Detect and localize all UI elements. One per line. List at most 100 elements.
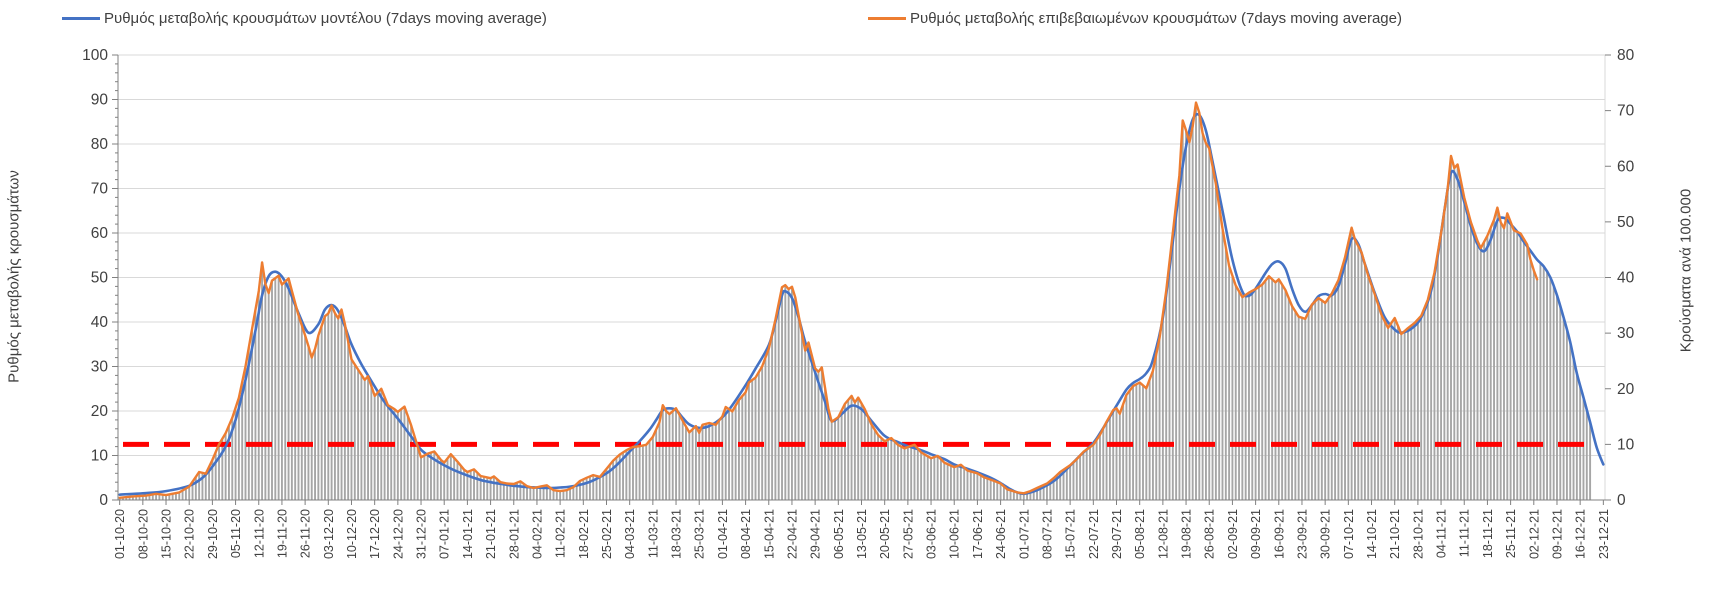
daily-bar xyxy=(449,454,452,500)
daily-bar xyxy=(880,438,883,500)
daily-bar xyxy=(1267,276,1270,500)
daily-bar xyxy=(218,444,220,501)
daily-bar xyxy=(1062,469,1065,500)
tick-labels: 0 10 20 30 40 50 60 70 80 90 100 0 10 20 30 40 50 60 70 80 0… xyxy=(82,47,1634,559)
daily-bar xyxy=(535,487,538,500)
daily-bar xyxy=(353,364,356,500)
daily-bar xyxy=(1390,322,1393,500)
daily-bar xyxy=(840,410,843,500)
daily-bar xyxy=(1274,282,1277,500)
daily-bar xyxy=(1559,306,1562,500)
daily-bar xyxy=(516,482,519,500)
daily-bar xyxy=(204,473,207,500)
daily-bar xyxy=(943,462,946,500)
x-axis-tick-label: 24-12-20 xyxy=(391,509,405,559)
daily-bar xyxy=(1380,314,1383,500)
daily-bar xyxy=(585,477,588,500)
daily-bar xyxy=(264,284,267,500)
x-axis-tick-label: 25-02-21 xyxy=(600,509,614,559)
right-axis-tick-label: 80 xyxy=(1617,47,1635,64)
daily-bar xyxy=(800,333,803,501)
daily-bar xyxy=(993,480,995,500)
daily-bar xyxy=(287,278,290,500)
daily-bar xyxy=(777,303,780,500)
x-axis-tick-label: 30-09-21 xyxy=(1319,509,1333,559)
daily-bar xyxy=(463,469,466,500)
daily-bar xyxy=(1099,435,1101,500)
daily-bar xyxy=(1407,328,1409,500)
daily-bar xyxy=(1420,315,1423,500)
daily-bar xyxy=(930,458,932,500)
daily-bar xyxy=(1459,180,1462,500)
daily-bar xyxy=(330,305,333,500)
daily-bar xyxy=(333,313,336,500)
x-axis-tick-label: 21-01-21 xyxy=(484,509,498,559)
daily-bar xyxy=(1082,451,1085,500)
x-axis-tick-label: 05-08-21 xyxy=(1133,509,1147,559)
daily-bar xyxy=(718,420,721,500)
daily-bar xyxy=(1354,239,1356,500)
x-axis-tick-label: 03-12-20 xyxy=(322,509,336,559)
daily-bar xyxy=(1357,246,1360,500)
daily-bar xyxy=(920,452,923,500)
daily-bar xyxy=(141,495,144,500)
daily-bar xyxy=(678,414,681,500)
daily-bar xyxy=(572,487,575,500)
daily-bar xyxy=(360,374,363,500)
x-axis-tick-label: 17-06-21 xyxy=(971,509,985,559)
daily-bar xyxy=(1178,175,1181,500)
daily-bar xyxy=(1257,286,1260,500)
daily-bar xyxy=(787,289,790,500)
daily-bar xyxy=(747,382,750,500)
daily-bar xyxy=(618,454,621,500)
daily-bar xyxy=(400,409,403,500)
x-axis-tick-label: 06-05-21 xyxy=(832,509,846,559)
daily-bar xyxy=(923,454,926,500)
daily-bar xyxy=(1320,300,1323,500)
daily-bar xyxy=(976,473,979,500)
daily-bar xyxy=(1046,483,1048,500)
daily-bar xyxy=(337,318,340,500)
daily-bar xyxy=(628,448,631,500)
daily-bar xyxy=(552,490,555,500)
daily-bar xyxy=(386,405,389,500)
daily-bar xyxy=(439,459,442,500)
daily-bar xyxy=(1135,384,1138,500)
daily-bar xyxy=(804,350,807,500)
daily-bar xyxy=(1168,261,1171,500)
daily-bar xyxy=(1562,317,1565,500)
right-axis-tick-label: 20 xyxy=(1617,381,1635,398)
daily-bar xyxy=(1181,120,1184,501)
daily-bar xyxy=(738,399,740,501)
daily-bar xyxy=(383,396,386,500)
daily-bar xyxy=(1529,259,1532,500)
daily-bar xyxy=(158,494,161,500)
x-axis-tick-label: 23-12-21 xyxy=(1597,509,1611,559)
daily-bar xyxy=(602,472,605,500)
daily-bar xyxy=(1552,286,1555,500)
daily-bar xyxy=(612,460,615,500)
x-axis-tick-label: 19-08-21 xyxy=(1180,509,1194,559)
daily-bar xyxy=(1483,241,1486,500)
daily-bar xyxy=(1436,253,1439,500)
daily-bar xyxy=(916,448,919,500)
daily-bar xyxy=(489,478,492,500)
daily-bar xyxy=(184,488,187,500)
left-axis-tick-label: 50 xyxy=(91,270,109,287)
daily-bar xyxy=(767,348,770,500)
daily-bar xyxy=(1489,227,1492,500)
daily-bar xyxy=(1002,486,1005,500)
daily-bar xyxy=(453,457,456,500)
daily-bar xyxy=(877,435,880,500)
x-axis-tick-label: 23-09-21 xyxy=(1296,509,1310,559)
x-axis-tick-label: 19-11-20 xyxy=(275,509,289,558)
daily-bar xyxy=(661,405,664,500)
x-axis-tick-label: 16-09-21 xyxy=(1272,509,1286,559)
daily-bar xyxy=(211,459,214,500)
daily-bar xyxy=(860,403,863,500)
daily-bar xyxy=(671,411,674,500)
x-axis-tick-label: 01-07-21 xyxy=(1017,509,1031,559)
daily-bar xyxy=(426,453,429,500)
daily-bar xyxy=(1479,248,1482,500)
daily-bar xyxy=(588,476,591,500)
